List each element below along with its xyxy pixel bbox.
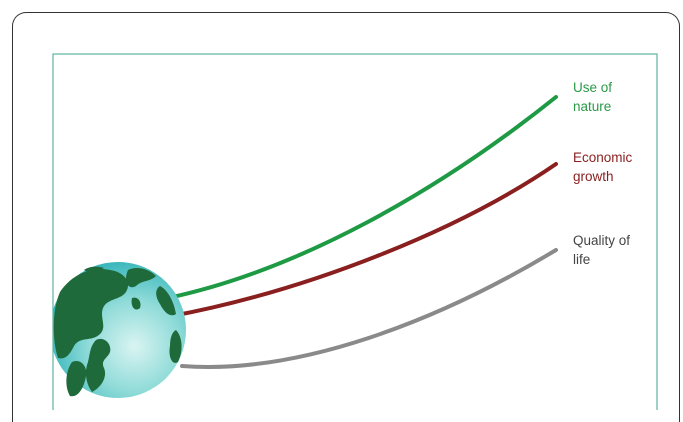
economic-growth-line [170, 162, 558, 318]
diagram-frame [52, 53, 658, 410]
use-of-nature-label-line2: nature [573, 99, 611, 114]
economic-growth-label-line2: growth [573, 169, 614, 184]
diagram: Use of nature Economic growth Quality of… [52, 53, 658, 410]
globe-icon [53, 262, 186, 398]
quality-of-life-label-line1: Quality of [573, 233, 630, 248]
quality-of-life-label-line2: life [573, 252, 590, 267]
use-of-nature-label: Use of nature [573, 80, 612, 114]
economic-growth-label: Economic growth [573, 150, 633, 184]
economic-growth-label-line1: Economic [573, 150, 633, 165]
quality-of-life-label: Quality of life [573, 233, 630, 267]
use-of-nature-line [166, 95, 558, 300]
quality-of-life-line [180, 248, 558, 369]
use-of-nature-label-line1: Use of [573, 80, 612, 95]
